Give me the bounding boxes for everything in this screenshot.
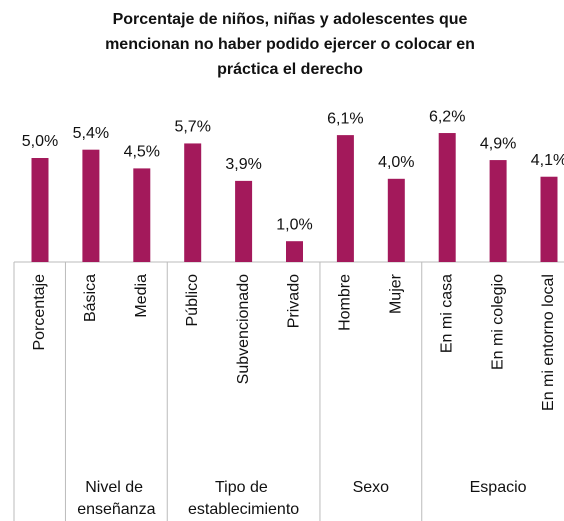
bar xyxy=(184,143,202,262)
data-label: 5,7% xyxy=(174,119,210,136)
bar xyxy=(540,176,558,262)
data-label: 6,1% xyxy=(327,110,363,127)
bar xyxy=(438,133,456,262)
data-label: 6,2% xyxy=(429,108,465,125)
x-tick-label: Básica xyxy=(82,274,99,322)
data-label: 1,0% xyxy=(276,216,312,233)
chart-title: Porcentaje de niños, niñas y adolescente… xyxy=(113,11,468,28)
data-label: 5,0% xyxy=(22,133,58,150)
bar xyxy=(133,168,151,262)
bar xyxy=(31,158,49,262)
x-tick-label: Hombre xyxy=(337,274,354,331)
x-tick-label: Subvencionado xyxy=(235,274,252,384)
x-tick-label: Mujer xyxy=(388,273,405,314)
x-tick-label: Público xyxy=(184,274,201,327)
chart-title: práctica el derecho xyxy=(217,61,363,78)
group-label: Sexo xyxy=(353,479,390,496)
group-label: Tipo de establecimiento xyxy=(188,479,299,518)
data-label: 3,9% xyxy=(225,156,261,173)
data-label: 4,1% xyxy=(531,152,564,169)
bar xyxy=(336,135,354,262)
x-tick-label: En mi casa xyxy=(438,274,455,353)
bar xyxy=(387,178,405,262)
x-tick-label: En mi entorno local xyxy=(540,274,557,411)
x-tick-label: Porcentaje xyxy=(31,274,48,351)
bar xyxy=(235,180,253,262)
bar xyxy=(489,160,507,262)
bar xyxy=(286,241,303,262)
data-label: 4,5% xyxy=(124,144,160,161)
group-label: Nivel de enseñanza xyxy=(77,479,155,518)
group-label: Espacio xyxy=(470,479,527,496)
x-tick-label: Privado xyxy=(286,274,303,328)
bar xyxy=(82,149,100,262)
x-tick-label: Media xyxy=(133,274,150,318)
chart-title: mencionan no haber podido ejercer o colo… xyxy=(105,36,475,53)
data-label: 5,4% xyxy=(73,125,109,142)
data-label: 4,9% xyxy=(480,135,516,152)
x-tick-label: En mi colegio xyxy=(489,274,506,370)
data-label: 4,0% xyxy=(378,154,414,171)
